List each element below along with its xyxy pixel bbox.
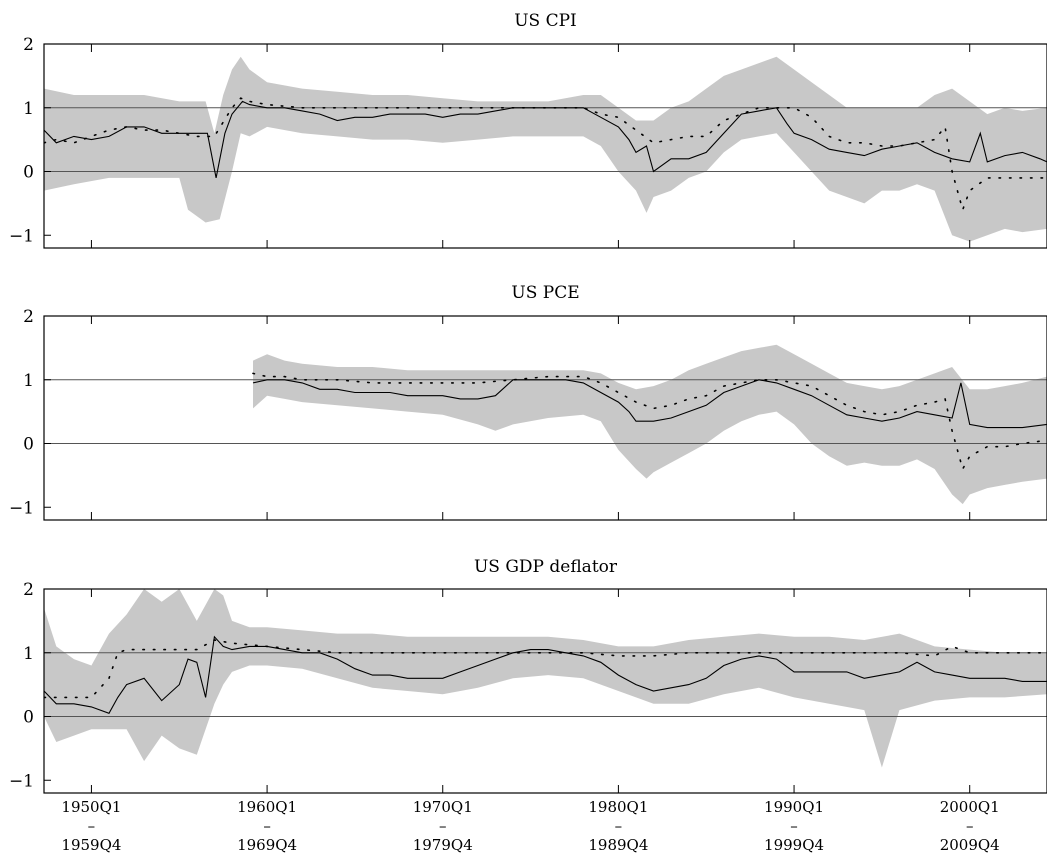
x-tick-label: 1990Q1–1999Q4 bbox=[764, 798, 824, 854]
x-tick-label: 1970Q1–1979Q4 bbox=[413, 798, 473, 854]
x-tick-label-end: 1959Q4 bbox=[61, 836, 121, 854]
panel-title: US PCE bbox=[511, 283, 579, 303]
y-tick-label: 2 bbox=[23, 307, 34, 327]
x-tick-label-sep: – bbox=[263, 817, 271, 835]
x-tick-label-end: 1979Q4 bbox=[413, 836, 473, 854]
confidence-band bbox=[44, 56, 1047, 242]
x-tick-label-sep: – bbox=[439, 817, 447, 835]
y-tick-label: 1 bbox=[23, 644, 34, 664]
y-tick-label: 0 bbox=[23, 163, 34, 183]
y-tick-label: 2 bbox=[23, 35, 34, 55]
x-tick-label-sep: – bbox=[615, 817, 623, 835]
y-tick-label: 0 bbox=[23, 708, 34, 728]
panel-2: US GDP deflator −1 0 1 2 bbox=[9, 557, 1047, 794]
x-tick-label-start: 1980Q1 bbox=[588, 798, 648, 816]
panel-0: US CPI −1 0 1 2 bbox=[9, 11, 1047, 249]
axes-frame bbox=[43, 43, 1047, 249]
x-tick-label: 1980Q1–1989Q4 bbox=[588, 798, 648, 854]
x-tick-label-end: 1999Q4 bbox=[764, 836, 824, 854]
x-tick-label: 1950Q1–1959Q4 bbox=[61, 798, 121, 854]
x-tick-label-start: 1990Q1 bbox=[764, 798, 824, 816]
x-tick-label-sep: – bbox=[966, 817, 974, 835]
x-tick-label: 1960Q1–1969Q4 bbox=[237, 798, 297, 854]
confidence-band bbox=[253, 344, 1047, 505]
plot-area bbox=[44, 589, 1047, 768]
axes-frame bbox=[43, 315, 1047, 521]
plot-area bbox=[44, 56, 1047, 242]
panel-title: US GDP deflator bbox=[474, 557, 618, 577]
axes-frame bbox=[43, 588, 1047, 794]
x-tick-label: 2000Q1–2009Q4 bbox=[940, 798, 1000, 854]
x-tick-label-start: 1950Q1 bbox=[61, 798, 121, 816]
dotted-series bbox=[44, 97, 1047, 213]
y-tick-label: 2 bbox=[23, 580, 34, 600]
y-tick-label: −1 bbox=[9, 498, 34, 518]
x-tick-label-sep: – bbox=[88, 817, 96, 835]
panel-title: US CPI bbox=[514, 11, 577, 31]
x-tick-label-start: 1960Q1 bbox=[237, 798, 297, 816]
x-tick-label-sep: – bbox=[790, 817, 798, 835]
x-tick-label-start: 1970Q1 bbox=[413, 798, 473, 816]
x-tick-label-start: 2000Q1 bbox=[940, 798, 1000, 816]
median-series bbox=[44, 635, 1047, 714]
x-tick-label-end: 1969Q4 bbox=[237, 836, 297, 854]
x-tick-label-end: 1989Q4 bbox=[588, 836, 648, 854]
x-tick-label-end: 2009Q4 bbox=[940, 836, 1000, 854]
y-tick-label: 0 bbox=[23, 435, 34, 455]
y-tick-label: −1 bbox=[9, 226, 34, 246]
median-series bbox=[44, 100, 1047, 179]
confidence-band bbox=[44, 589, 1047, 768]
plot-area bbox=[44, 344, 1047, 505]
median-series bbox=[252, 379, 1047, 429]
panel-1: US PCE −1 0 1 2 bbox=[9, 283, 1047, 521]
y-tick-label: 1 bbox=[23, 371, 34, 391]
y-tick-label: 1 bbox=[23, 99, 34, 119]
y-tick-label: −1 bbox=[9, 771, 34, 791]
